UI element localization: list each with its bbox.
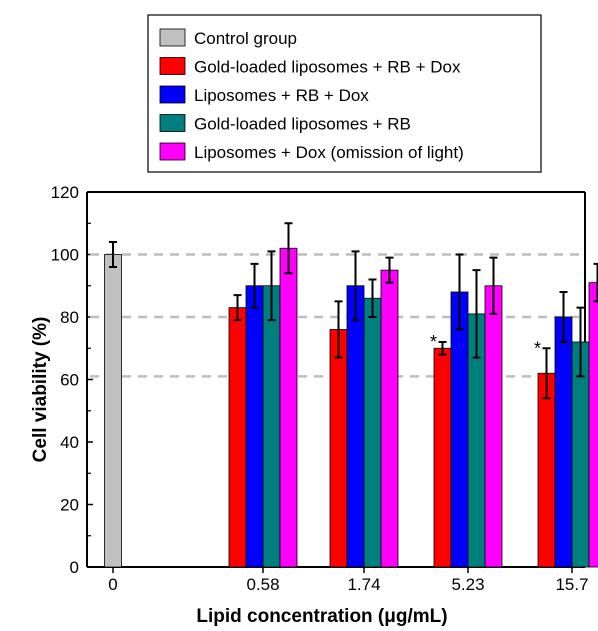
bar-s2-15.7 — [554, 316, 573, 568]
y-axis-title: Cell viability (%) — [30, 317, 51, 463]
legend-label-1: Gold-loaded liposomes + RB + Dox — [194, 58, 461, 77]
x-tick-label-0.58: 0.58 — [246, 575, 279, 594]
bar-s3-0.58 — [262, 285, 281, 568]
bar-s4-15.7 — [588, 282, 598, 568]
legend-label-2: Liposomes + RB + Dox — [194, 86, 369, 105]
x-tick-label-5.23: 5.23 — [451, 575, 484, 594]
y-tick-label-60: 60 — [60, 371, 79, 390]
bar-s4-5.23 — [484, 285, 503, 568]
legend-swatch-2 — [159, 85, 186, 104]
legend-swatch-3 — [159, 114, 186, 132]
legend-box — [147, 14, 542, 173]
bar-s2-5.23 — [450, 291, 469, 568]
x-tick-label-1.74: 1.74 — [347, 575, 380, 594]
y-tick-label-120: 120 — [51, 183, 79, 202]
bar-s3-1.74 — [363, 297, 382, 568]
legend-swatch-1 — [159, 57, 186, 75]
x-tick-label-0: 0 — [108, 575, 117, 594]
x-tick-label-15.7: 15.7 — [555, 575, 588, 594]
bar-s1-5.23 — [433, 347, 452, 568]
x-axis-title: Lipid concentration (μg/mL) — [196, 606, 447, 627]
bar-s1-15.7 — [537, 372, 556, 568]
bar-s4-1.74 — [380, 269, 399, 568]
legend-label-3: Gold-loaded liposomes + RB — [194, 115, 411, 134]
y-tick-label-40: 40 — [60, 433, 79, 452]
bar-s2-1.74 — [346, 285, 365, 568]
legend-swatch-0 — [159, 28, 186, 47]
legend-swatch-4 — [159, 142, 186, 161]
bar-s1-1.74 — [329, 329, 348, 568]
legend-label-4: Liposomes + Dox (omission of light) — [194, 143, 464, 162]
y-tick-label-0: 0 — [70, 558, 79, 577]
y-tick-label-20: 20 — [60, 496, 79, 515]
bar-s2-0.58 — [245, 285, 264, 568]
significance-asterisk-1: * — [534, 338, 541, 358]
bar-control-0 — [104, 254, 122, 568]
y-tick-label-80: 80 — [60, 308, 79, 327]
significance-asterisk-0: * — [430, 332, 437, 352]
y-tick-label-100: 100 — [51, 246, 79, 265]
bar-s1-0.58 — [228, 307, 247, 568]
legend-label-0: Control group — [194, 29, 297, 48]
bar-s4-0.58 — [279, 247, 298, 568]
